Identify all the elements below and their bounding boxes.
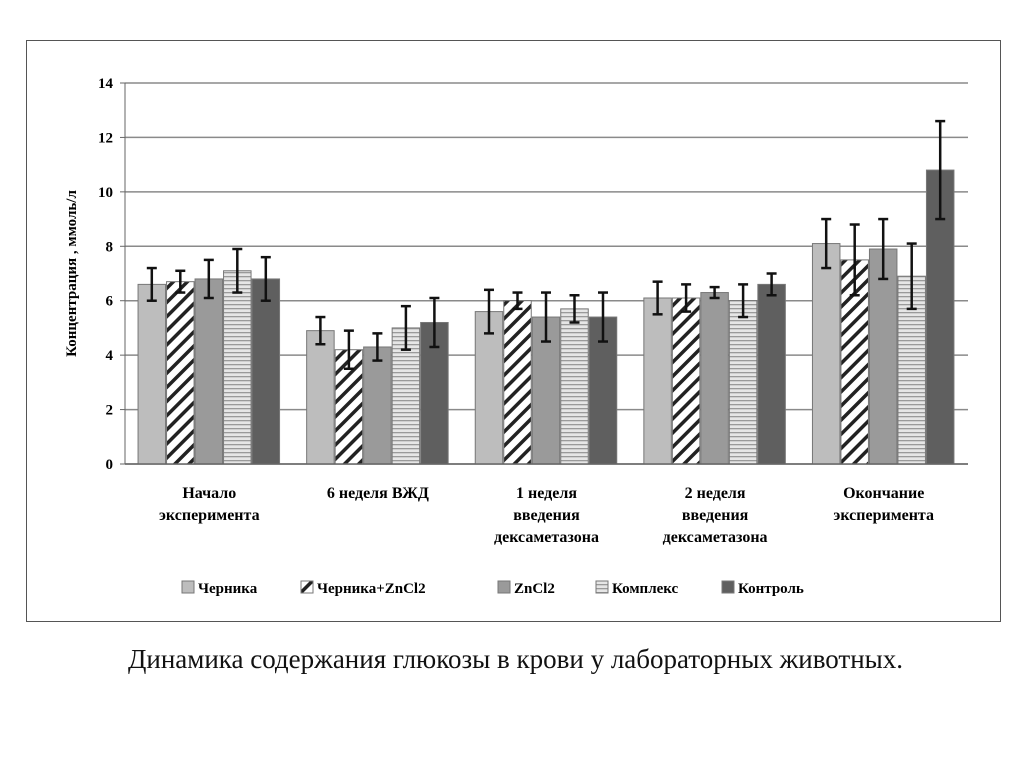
figure-caption: Динамика содержания глюкозы в крови у ла… [127,644,904,674]
bar [223,270,252,465]
bar [643,297,672,465]
legend-label: Контроль [738,581,804,597]
x-tick-label: введения [682,507,749,524]
bar [811,243,841,465]
bar [728,300,758,465]
chart-frame [26,40,1001,622]
legend-swatch [181,580,195,594]
x-tick-label: 6 неделя ВЖД [327,485,429,502]
legend-swatch [721,580,735,594]
legend-label: Комплекс [612,581,679,597]
bar [503,300,532,465]
bar [137,283,167,465]
legend-label: Черника [198,581,258,597]
legend-swatch [300,580,314,594]
bar [194,278,224,465]
y-tick-label: 12 [98,130,113,146]
bar [251,278,281,465]
legend-swatch [595,580,609,594]
legend-label: ZnCl2 [514,581,555,597]
bar [757,283,786,465]
bar [868,248,898,465]
bar [560,308,589,465]
x-tick-label: эксперимента [833,507,934,524]
bar [671,297,701,465]
bar [166,281,195,465]
y-tick-label: 4 [106,348,114,364]
y-tick-label: 10 [98,185,113,201]
bar [420,321,449,465]
bar-chart: 0 2 4 6 8 10 12 14 Концентрация , ммоль/л Начало э… [64,76,968,597]
x-tick-label: 1 неделя [516,485,577,502]
x-tick-label: Начало [182,485,236,502]
x-tick-label: 2 неделя [685,485,746,502]
legend-label: Черника+ZnCl2 [317,581,426,597]
y-tick-label: 0 [106,457,114,473]
x-tick-label: Окончание [843,485,924,502]
y-axis-label: Концентрация , ммоль/л [64,190,80,357]
x-tick-label: эксперимента [159,507,260,524]
bar [306,330,335,465]
y-tick-label: 2 [106,403,114,419]
bar [474,311,504,465]
x-tick-label: дексаметазона [494,529,599,546]
bar [700,292,729,465]
y-tick-label: 8 [106,239,114,255]
legend-swatch [497,580,511,594]
x-tick-label: дексаметазона [663,529,768,546]
y-tick-label: 6 [106,294,114,310]
x-tick-label: введения [513,507,580,524]
bar [363,346,392,465]
y-tick-label: 14 [98,76,114,92]
